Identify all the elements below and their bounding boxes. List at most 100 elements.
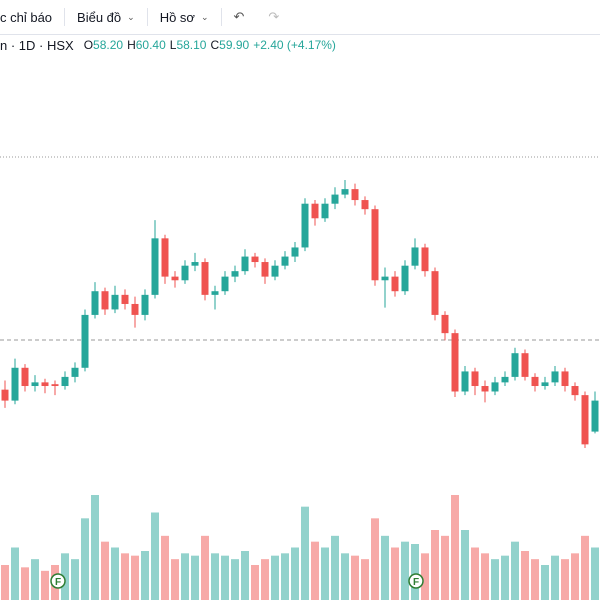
ohlc-label: C [210, 38, 220, 52]
candle-body [181, 265, 189, 281]
candle-body [501, 376, 509, 383]
volume-bar [411, 544, 419, 600]
volume-bar [461, 530, 469, 600]
candle-body [31, 382, 39, 387]
volume-bar [331, 535, 339, 600]
candle-body [511, 353, 519, 377]
caret: ⌄ [200, 11, 209, 22]
volume-bar [281, 553, 289, 600]
undo[interactable]: ↶ [233, 9, 245, 24]
candle-body [571, 386, 579, 396]
volume-bar [241, 551, 249, 600]
volume-bar [141, 551, 149, 600]
volume-bar [531, 559, 539, 600]
volume-bar [91, 495, 99, 600]
volume-bar [491, 559, 499, 600]
candle-body [541, 382, 549, 387]
volume-bar [171, 559, 179, 600]
candle-body [111, 294, 119, 310]
volume-bar [21, 567, 29, 600]
volume-bar [341, 553, 349, 600]
volume-bar [351, 555, 359, 600]
volume-bar [271, 555, 279, 600]
volume-bar [121, 553, 129, 600]
candle-body [411, 247, 419, 266]
legend: n · 1D · HSX O58.20 H60.40 L58.10 C59.90 +2.… [0, 38, 336, 53]
change: +2.40 (+4.17%) [253, 38, 336, 52]
event-circle [408, 573, 424, 589]
volume-bar [261, 559, 269, 600]
candle-body [61, 376, 69, 387]
event-circle [50, 573, 66, 589]
volume-bar [181, 553, 189, 600]
volume-bar [421, 553, 429, 600]
volume-bar [471, 547, 479, 600]
toolbar-item[interactable]: c chỉ báo [0, 8, 66, 26]
volume-bar [581, 535, 589, 600]
toolbar-item[interactable]: Hồ sơ ⌄ [148, 8, 222, 26]
volume-bar [191, 555, 199, 600]
candle-body [21, 367, 29, 387]
candle-body [441, 314, 449, 334]
volume-bar [301, 506, 309, 600]
volume-bar [201, 535, 209, 600]
event-marker: F [408, 573, 424, 589]
ohlc-value: 58.10 [176, 38, 207, 52]
candle-body [311, 203, 319, 219]
volume-bar [481, 553, 489, 600]
ohlc-item: O58.20 [84, 38, 123, 53]
volume-bar [231, 559, 239, 600]
volume-bar [551, 555, 559, 600]
volume-bar [221, 555, 229, 600]
candle-body [491, 382, 499, 392]
candle-body [551, 371, 559, 383]
candle-body [221, 276, 229, 292]
volume-bar [1, 565, 9, 600]
volume-bar [31, 559, 39, 600]
candle-body [41, 382, 49, 387]
volume-bar [441, 535, 449, 600]
volume-bar [401, 541, 409, 600]
ohlc-value: 59.90 [219, 38, 250, 52]
volume-bar [371, 518, 379, 600]
candle-body [361, 200, 369, 210]
volume-bar [131, 555, 139, 600]
ohlc-item: H60.40 [127, 38, 166, 53]
volume-bar [81, 518, 89, 600]
candle-body [391, 276, 399, 292]
candle-body [351, 189, 359, 201]
volume-bar [541, 565, 549, 600]
candle-body [211, 291, 219, 295]
volume-bar [361, 559, 369, 600]
ohlc-item: L58.10 [170, 38, 207, 53]
candle-body [371, 209, 379, 281]
volume-bar [251, 565, 259, 600]
redo[interactable]: ↷ [268, 9, 280, 24]
candle-body [471, 371, 479, 387]
symbol: n · 1D · HSX [0, 38, 74, 53]
candle-body [71, 367, 79, 377]
volume-bar [381, 535, 389, 600]
volume-bar [591, 547, 599, 600]
volume-bar [111, 547, 119, 600]
event-label: F [413, 577, 419, 588]
ohlc-label: H [127, 38, 136, 52]
volume-bar [211, 553, 219, 600]
candle-body [81, 314, 89, 368]
ohlc: O58.20 H60.40 L58.10 C59.90 +2.40 (+4.17%) [84, 38, 336, 53]
candle-body [1, 389, 9, 401]
candle-body [431, 271, 439, 315]
volume-bar [71, 559, 79, 600]
candle-body [51, 384, 59, 387]
ohlc-value: 60.40 [135, 38, 166, 52]
volume-bar [571, 553, 579, 600]
ohlc-label: L [169, 38, 177, 52]
volume-bar [61, 553, 69, 600]
candle-body [521, 353, 529, 377]
volume-bar [101, 541, 109, 600]
candle-body [141, 294, 149, 315]
candle-body [591, 400, 599, 432]
toolbar-item[interactable]: Biểu đồ ⌄ [65, 8, 148, 26]
volume-bar [321, 547, 329, 600]
